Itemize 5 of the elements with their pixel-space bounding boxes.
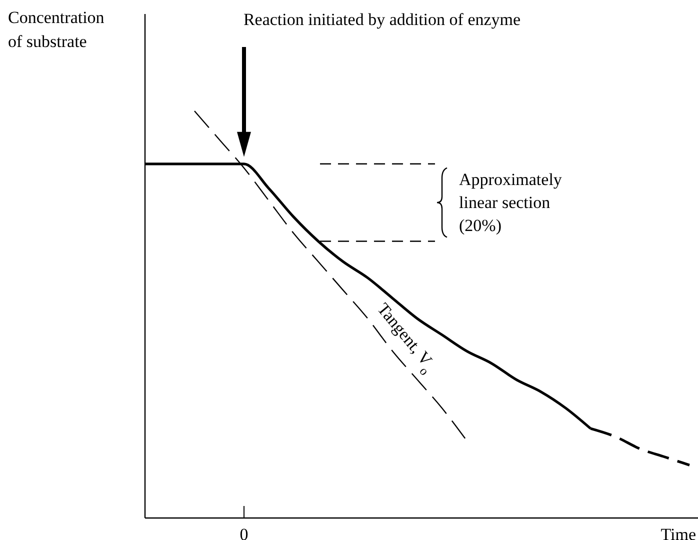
- y-axis-title: Concentration of substrate: [8, 8, 105, 51]
- text: Reaction initiated by addition of enzyme: [243, 10, 521, 29]
- text: 0: [240, 525, 248, 540]
- annotation: Approximately linear section (20%): [459, 170, 562, 235]
- x-axis-title: Time: [660, 525, 696, 540]
